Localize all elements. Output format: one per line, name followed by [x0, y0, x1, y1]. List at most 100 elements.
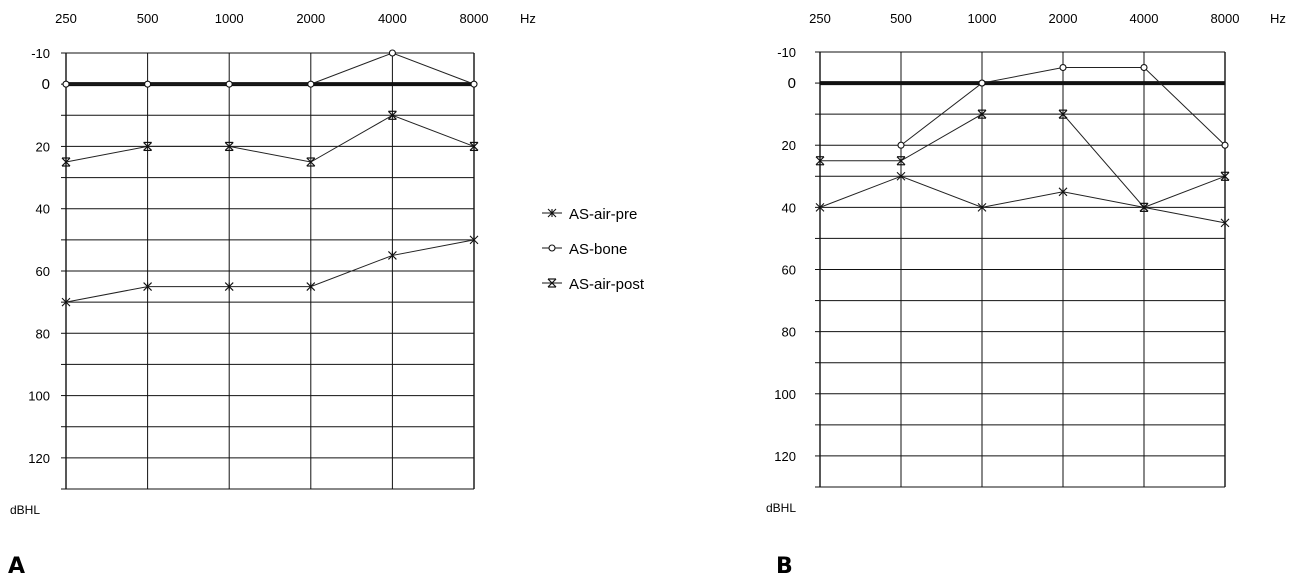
series-as-bone-point [225, 80, 233, 88]
x-tick-label: 4000 [1130, 11, 1159, 26]
x-tick-label: 8000 [460, 11, 489, 26]
y-tick-label: 60 [36, 264, 50, 279]
y-unit-label: dBHL [10, 503, 40, 517]
series-as-air-post-point-stroke [387, 110, 397, 120]
y-tick-label: 20 [36, 139, 50, 154]
series-as-air-pre-point [896, 171, 906, 181]
x-tick-label: 4000 [378, 11, 407, 26]
series-as-bone-point [897, 141, 905, 149]
legend-label: AS-bone [569, 241, 627, 258]
legend-label: AS-air-post [569, 276, 645, 293]
legend-label: AS-air-pre [569, 206, 637, 223]
series-as-air-pre [61, 235, 479, 307]
legend-item: AS-air-pre [542, 206, 637, 223]
legend-marker-shape [548, 244, 556, 252]
x-tick-label: 500 [890, 11, 912, 26]
y-tick-label: 40 [36, 202, 50, 217]
series-as-bone-point-shape [144, 80, 152, 88]
y-tick-label: 120 [774, 449, 796, 464]
y-tick-label: 120 [28, 451, 50, 466]
series-as-air-post-point-stroke [1220, 171, 1230, 181]
series-as-bone-line [66, 52, 475, 85]
x-tick-label: 2000 [296, 11, 325, 26]
series-as-air-post-point [469, 141, 479, 152]
series-as-air-post-point [143, 141, 153, 152]
y-tick-label: 40 [782, 200, 796, 215]
series-as-air-post-point [1220, 171, 1230, 181]
legend-item: AS-bone [542, 241, 627, 258]
y-tick-label: -10 [777, 45, 796, 60]
series-as-air-pre-point [61, 297, 71, 307]
series-as-air-post-point [815, 156, 825, 166]
x-tick-label: 8000 [1211, 11, 1240, 26]
x-tick-label: 2000 [1049, 11, 1078, 26]
series-as-air-pre-point [977, 202, 987, 212]
series-as-air-post-point-stroke [815, 156, 825, 166]
series-as-air-post-point [1058, 109, 1068, 119]
series-as-bone-point-shape [1140, 63, 1148, 72]
series-as-air-post-point-stroke [469, 142, 479, 151]
y-tick-label: 100 [774, 387, 796, 402]
legend-marker [547, 208, 557, 218]
series-as-air-post-point-stroke [224, 142, 234, 151]
x-unit-label: Hz [1270, 11, 1286, 26]
series-as-bone-point-shape [1059, 63, 1067, 72]
series-as-air-post [61, 110, 479, 167]
series-as-bone-point [307, 80, 315, 88]
series-as-air-post-point [387, 110, 397, 120]
series-as-bone-point [978, 79, 986, 87]
series-as-air-post-line [820, 113, 1226, 208]
series-as-bone-point [1059, 63, 1067, 72]
series-as-air-post-point [1139, 202, 1149, 212]
series-as-air-pre-point [306, 282, 316, 291]
y-tick-label: 20 [782, 138, 796, 153]
series-as-air-pre-point [224, 282, 234, 291]
series-as-air-pre-point [469, 235, 479, 245]
series-as-bone-point-shape [470, 80, 478, 88]
legend-item: AS-air-post [542, 276, 645, 293]
series-as-air-pre-line [65, 239, 475, 303]
series-as-air-post-point [224, 141, 234, 152]
series-as-air-post-point [977, 109, 987, 119]
legend: AS-air-pre AS-bone AS-air-post [542, 206, 645, 293]
x-tick-label: 250 [809, 11, 831, 26]
x-unit-label: Hz [520, 11, 536, 26]
series-as-bone-point [1221, 141, 1229, 149]
y-tick-label: 80 [782, 325, 796, 340]
x-tick-label: 1000 [968, 11, 997, 26]
series-as-bone-point-shape [225, 80, 233, 88]
series-as-air-pre-point [815, 202, 825, 212]
panel-a-chart: 250 500 1000 2000 4000 8000 Hz -10 0 20 40 60 80 100 1… [8, 11, 536, 579]
series-as-air-post-point [896, 156, 906, 166]
series-as-air-post-point [306, 157, 316, 167]
series-as-air-post-line [65, 114, 475, 163]
panel-label: B [776, 554, 793, 577]
series-as-air-post-point [61, 157, 71, 167]
series-as-bone-point [388, 49, 396, 57]
series-as-air-post [815, 109, 1230, 212]
series-as-bone-point [1140, 63, 1148, 72]
y-tick-label: 80 [36, 326, 50, 341]
series-as-air-pre-line [819, 175, 1226, 224]
y-tick-label: 60 [782, 263, 796, 278]
y-unit-label: dBHL [766, 501, 796, 515]
series-as-air-post-point-stroke [896, 156, 906, 166]
series-as-bone-point-shape [388, 49, 396, 57]
series-as-air-post-point-stroke [977, 109, 987, 119]
series-as-bone-point-shape [307, 80, 315, 88]
series-as-air-post-point-stroke [306, 157, 316, 167]
y-tick-label: 100 [28, 389, 50, 404]
series-as-air-pre [815, 171, 1230, 228]
legend-marker [548, 244, 556, 252]
panel-b-chart: 250 500 1000 2000 4000 8000 Hz -10 0 20 40 60 80 100 1… [766, 11, 1286, 579]
series-as-bone-point-shape [897, 141, 905, 149]
series-as-bone-point-shape [62, 80, 70, 88]
y-tick-label: 0 [788, 75, 796, 92]
series-as-air-pre-point [143, 282, 152, 291]
series-as-bone-point [62, 80, 70, 88]
legend-marker-stroke [547, 278, 557, 288]
series-as-air-pre-point [388, 251, 397, 260]
series-as-air-pre-point [1058, 187, 1068, 197]
